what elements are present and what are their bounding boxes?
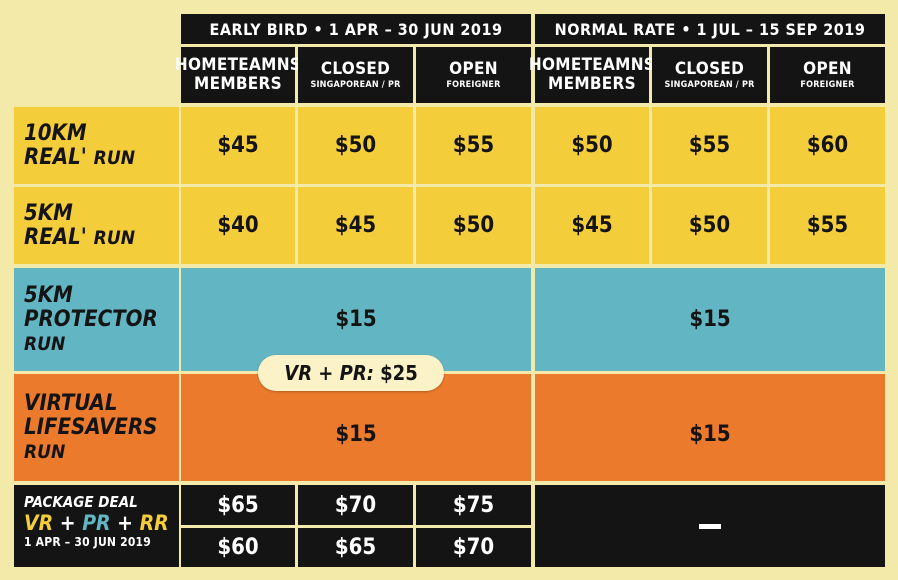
price-cell: $55 <box>770 187 885 264</box>
row-label-5km-real-run: 5KM REAL' RUN <box>14 187 179 264</box>
row-label-10km-real-run: 10KM REAL' RUN <box>14 107 179 184</box>
col-header-line2: MEMBERS <box>194 74 282 94</box>
package-pr: PR <box>82 511 111 535</box>
package-price-cell: $65 <box>181 485 295 525</box>
package-price-cell: $60 <box>181 528 295 567</box>
package-vr: VR <box>24 511 54 535</box>
row-label-line1: 5KM <box>24 200 73 226</box>
early-bird-header: EARLY BIRD • 1 APR – 30 JUN 2019 <box>181 14 531 44</box>
package-plus: + <box>59 511 76 535</box>
price-cell: $45 <box>181 107 295 184</box>
normal-rate-header: NORMAL RATE • 1 JUL – 15 SEP 2019 <box>535 14 885 44</box>
package-plus: + <box>117 511 134 535</box>
col-header-sub: SINGAPOREAN / PR <box>310 80 401 90</box>
combo-price: $25 <box>380 361 418 385</box>
col-header-normal-hometeamns: HOMETEAMNS MEMBERS <box>529 47 655 103</box>
col-header-line2: MEMBERS <box>548 74 636 94</box>
col-header-early-closed: CLOSED SINGAPOREAN / PR <box>298 47 413 103</box>
price-cell: $55 <box>652 107 767 184</box>
row-label-line2: PROTECTOR <box>24 306 158 332</box>
col-header-sub: FOREIGNER <box>446 80 501 90</box>
col-header-line1: HOMETEAMNS <box>174 55 302 75</box>
col-header-sub: SINGAPOREAN / PR <box>664 80 755 90</box>
row-label-run: RUN <box>93 226 136 249</box>
row-label-real: REAL <box>24 144 81 170</box>
price-cell: $50 <box>535 107 649 184</box>
row-label-virtual-lifesavers-run: VIRTUAL LIFESAVERS RUN <box>14 374 179 481</box>
not-available-dash: — <box>699 523 721 529</box>
combo-price-pill: VR + PR: $25 <box>258 355 444 391</box>
row-label-real: REAL <box>24 224 81 250</box>
price-cell: $50 <box>416 187 531 264</box>
price-cell: $50 <box>298 107 413 184</box>
row-label-5km-protector-run: 5KM PROTECTOR RUN <box>14 268 179 371</box>
col-header-early-hometeamns: HOMETEAMNS MEMBERS <box>175 47 301 103</box>
col-header-line1: HOMETEAMNS <box>528 55 656 75</box>
row-label-line1: VIRTUAL <box>24 390 118 416</box>
package-price-cell: $70 <box>416 528 531 567</box>
package-title: PACKAGE DEAL <box>24 493 138 511</box>
col-header-early-open: OPEN FOREIGNER <box>416 47 531 103</box>
col-header-sub: FOREIGNER <box>800 80 855 90</box>
price-cell: $60 <box>770 107 885 184</box>
col-header-line1: CLOSED <box>674 59 745 79</box>
price-cell: $55 <box>416 107 531 184</box>
row-label-line3: RUN <box>24 332 66 355</box>
combo-label: VR + PR: <box>284 361 374 385</box>
price-cell-normal-protector: $15 <box>535 268 885 371</box>
package-combo: VR + PR + RR <box>24 511 179 535</box>
price-cell-early-virtual: $15 <box>181 374 531 481</box>
col-header-normal-closed: CLOSED SINGAPOREAN / PR <box>652 47 767 103</box>
price-cell-normal-virtual: $15 <box>535 374 885 481</box>
price-cell: $45 <box>298 187 413 264</box>
col-header-line1: OPEN <box>803 59 852 79</box>
package-normal-rate-cell: — <box>535 485 885 567</box>
col-header-line1: OPEN <box>449 59 498 79</box>
package-price-cell: $70 <box>298 485 413 525</box>
col-header-normal-open: OPEN FOREIGNER <box>770 47 885 103</box>
package-price-cell: $75 <box>416 485 531 525</box>
col-header-line1: CLOSED <box>320 59 391 79</box>
price-cell: $40 <box>181 187 295 264</box>
package-date: 1 APR – 30 JUN 2019 <box>24 535 151 549</box>
price-cell-early-protector: $15 <box>181 268 531 371</box>
price-cell: $50 <box>652 187 767 264</box>
row-label-line1: 10KM <box>24 120 87 146</box>
price-cell: $45 <box>535 187 649 264</box>
row-label-run: RUN <box>93 146 136 169</box>
package-price-cell: $65 <box>298 528 413 567</box>
row-label-line1: 5KM <box>24 282 73 308</box>
package-rr: RR <box>139 511 169 535</box>
row-label-line3: RUN <box>24 440 66 463</box>
package-deal-label: PACKAGE DEAL VR + PR + RR 1 APR – 30 JUN… <box>14 485 179 567</box>
row-label-line2: LIFESAVERS <box>24 414 158 440</box>
